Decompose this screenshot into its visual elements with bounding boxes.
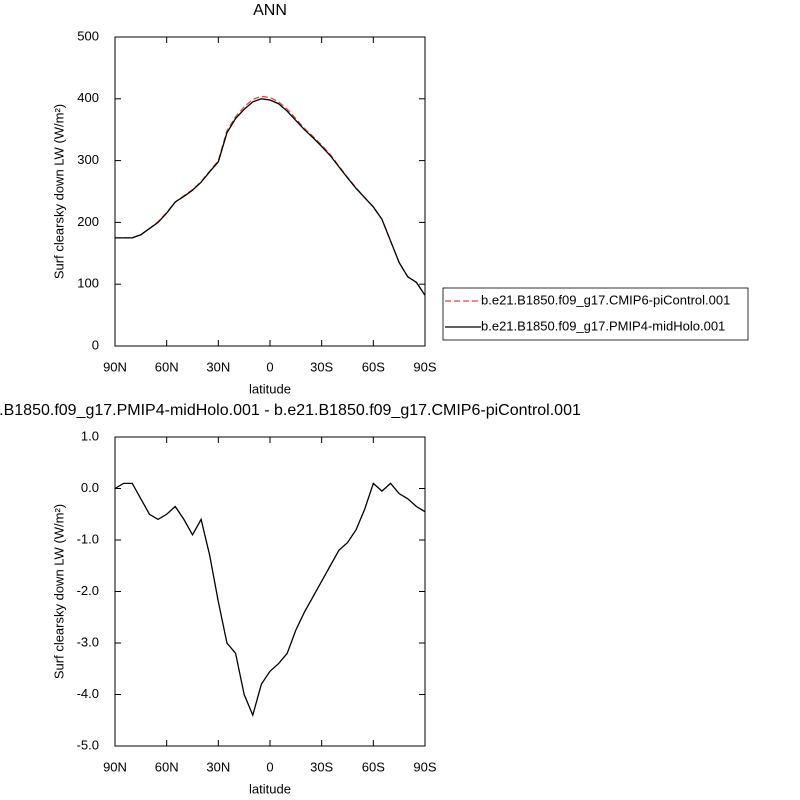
x-tick-label: 60S bbox=[362, 359, 385, 374]
plot-frame bbox=[114, 436, 426, 747]
data-line bbox=[115, 95, 426, 296]
x-tick-label: 60N bbox=[155, 759, 179, 774]
x-axis-label: latitude bbox=[249, 381, 291, 396]
y-axis-label: Surf clearsky down LW (W/m²) bbox=[51, 504, 66, 679]
x-tick-label: 60N bbox=[155, 359, 179, 374]
x-axis-label: latitude bbox=[249, 781, 291, 796]
y-tick-label: -4.0 bbox=[77, 686, 99, 701]
y-tick-label: 1.0 bbox=[81, 428, 99, 443]
x-tick-label: 0 bbox=[266, 359, 273, 374]
y-tick-label: -3.0 bbox=[77, 634, 99, 649]
chart-title: ANN bbox=[253, 2, 287, 19]
y-tick-label: 300 bbox=[77, 152, 99, 167]
x-tick-label: 90N bbox=[103, 759, 127, 774]
y-axis-label: Surf clearsky down LW (W/m²) bbox=[51, 104, 66, 279]
x-tick-label: 90N bbox=[103, 359, 127, 374]
y-tick-label: 500 bbox=[77, 28, 99, 43]
data-line bbox=[114, 482, 426, 718]
x-tick-label: 0 bbox=[266, 759, 273, 774]
legend-box bbox=[442, 287, 749, 341]
y-tick-label: 400 bbox=[77, 90, 99, 105]
x-tick-label: 30N bbox=[206, 759, 230, 774]
x-tick-label: 90S bbox=[413, 359, 436, 374]
y-tick-label: 100 bbox=[77, 276, 99, 291]
y-tick-label: 0 bbox=[92, 337, 99, 352]
x-tick-label: 30S bbox=[310, 759, 333, 774]
x-tick-label: 30S bbox=[310, 359, 333, 374]
y-tick-label: 200 bbox=[77, 214, 99, 229]
x-tick-label: 60S bbox=[362, 759, 385, 774]
data-line bbox=[115, 98, 426, 296]
y-tick-label: 0.0 bbox=[81, 480, 99, 495]
x-tick-label: 30N bbox=[206, 359, 230, 374]
x-tick-label: 90S bbox=[413, 759, 436, 774]
y-tick-label: -2.0 bbox=[77, 583, 99, 598]
plot-frame bbox=[114, 36, 426, 347]
legend-label: b.e21.B1850.f09_g17.CMIP6-piControl.001 bbox=[481, 292, 730, 307]
y-tick-label: -1.0 bbox=[77, 531, 99, 546]
legend-label: b.e21.B1850.f09_g17.PMIP4-midHolo.001 bbox=[481, 318, 725, 333]
chart-title: b.e21.B1850.f09_g17.PMIP4-midHolo.001 - … bbox=[0, 402, 581, 419]
y-tick-label: -5.0 bbox=[77, 737, 99, 752]
